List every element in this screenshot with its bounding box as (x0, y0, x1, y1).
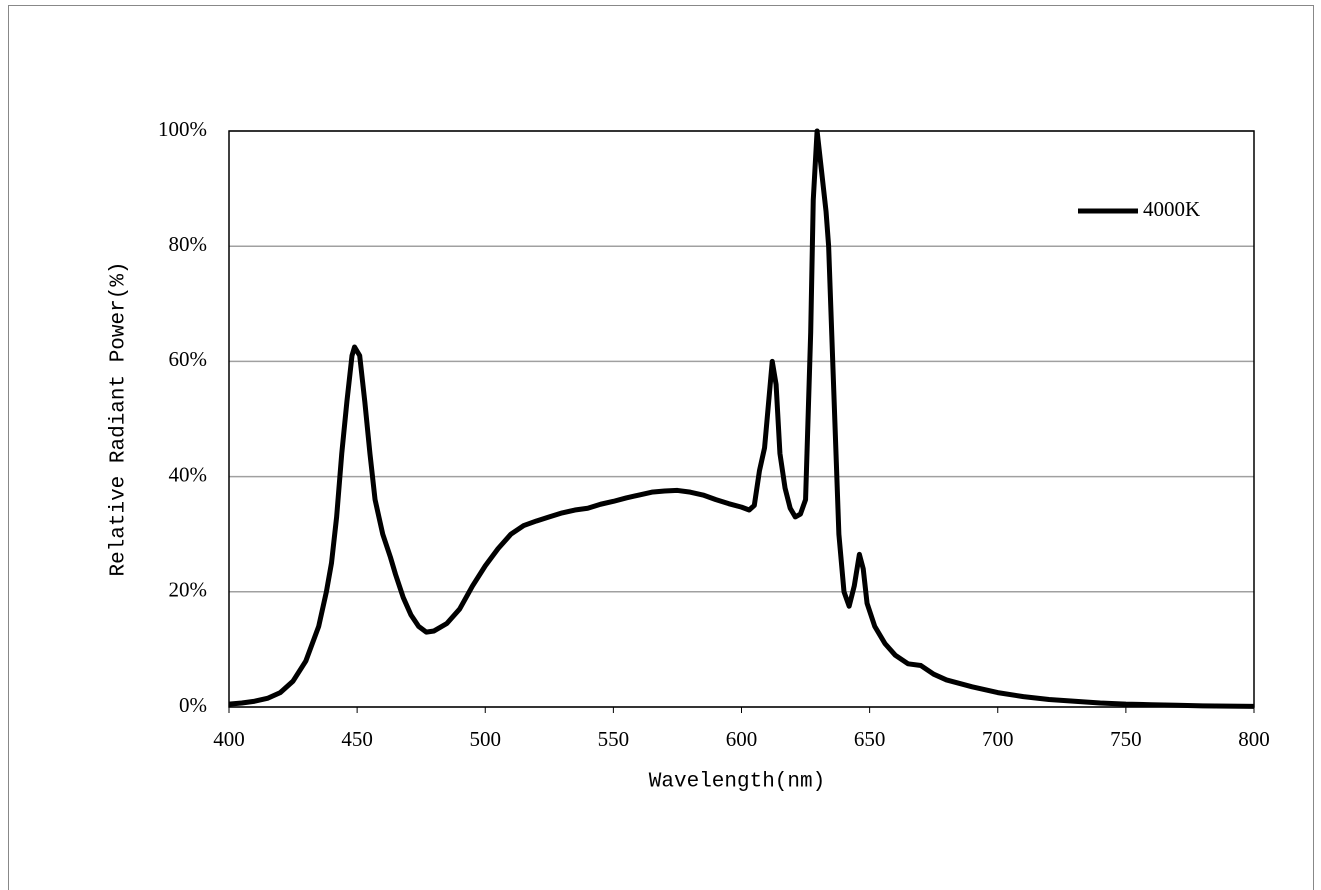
legend-label: 4000K (1143, 197, 1200, 221)
x-tick-label: 700 (982, 727, 1014, 751)
y-tick-label: 40% (169, 462, 208, 486)
x-tick-label: 400 (213, 727, 245, 751)
y-axis-label: Relative Radiant Power(%) (108, 261, 131, 576)
chart-frame (8, 5, 1314, 890)
plot-area (228, 130, 1255, 708)
y-tick-label: 60% (169, 347, 208, 371)
x-tick-label: 500 (470, 727, 502, 751)
x-tick-label: 750 (1110, 727, 1142, 751)
y-tick-label: 100% (158, 117, 207, 141)
spectrum-line (228, 128, 1255, 709)
x-tick-label: 450 (341, 727, 373, 751)
y-tick-label: 0% (179, 693, 207, 717)
y-tick-label: 20% (169, 578, 208, 602)
x-axis-label: Wavelength(nm) (649, 771, 825, 794)
y-tick-label: 80% (169, 232, 208, 256)
x-tick-label: 800 (1238, 727, 1270, 751)
x-tick-label: 650 (854, 727, 886, 751)
x-tick-label: 550 (598, 727, 630, 751)
x-tick-label: 600 (726, 727, 758, 751)
